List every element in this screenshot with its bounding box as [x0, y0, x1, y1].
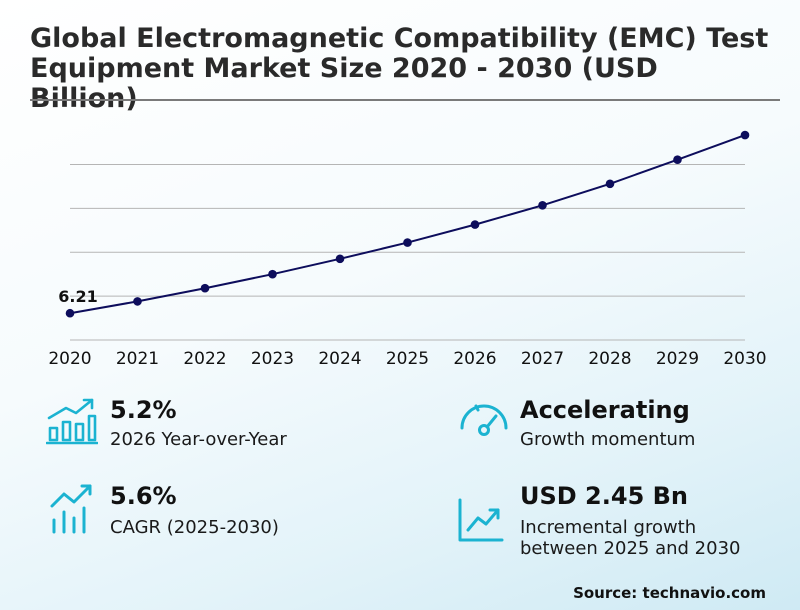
- title-divider: [30, 99, 780, 101]
- x-tick-label-2030: 2030: [723, 349, 766, 369]
- data-point-2030: [740, 130, 750, 140]
- stat-momentum-value: Accelerating: [520, 396, 690, 424]
- data-point-2020: [65, 308, 75, 318]
- data-point-2023: [268, 269, 277, 279]
- x-tick-label-2023: 2023: [251, 349, 294, 369]
- stat-yoy: 5.2% 2026 Year-over-Year: [46, 396, 366, 456]
- stat-yoy-label: 2026 Year-over-Year: [110, 429, 287, 450]
- data-point-2026: [470, 220, 480, 229]
- trend-chart-icon: [458, 498, 504, 542]
- stat-cagr: 5.6% CAGR (2025-2030): [46, 480, 366, 540]
- stat-cagr-value: 5.6%: [110, 482, 177, 510]
- data-point-2028: [605, 179, 615, 189]
- data-point-2024: [335, 254, 345, 264]
- stat-incremental-label-line2: between 2025 and 2030: [520, 538, 741, 559]
- x-tick-label-2024: 2024: [318, 349, 361, 369]
- data-point-2029: [673, 155, 682, 164]
- series-line-0: [69, 134, 746, 315]
- bar-growth-icon: [46, 398, 98, 445]
- line-chart: 2020 2021 2022 2023 2024 2025 2026 2027 2028 2029…: [48, 130, 767, 369]
- stat-incremental-value: USD 2.45 Bn: [520, 482, 688, 510]
- stat-yoy-value: 5.2%: [110, 396, 177, 424]
- speedometer-icon: [460, 404, 508, 436]
- x-tick-label-2028: 2028: [588, 349, 631, 369]
- x-tick-label-2029: 2029: [656, 349, 699, 369]
- trend-bars-icon: [50, 484, 92, 534]
- data-point-2022: [200, 283, 210, 293]
- stat-momentum: Accelerating Growth momentum: [456, 396, 776, 456]
- x-tick-label-2026: 2026: [453, 349, 496, 369]
- x-tick-label-2020: 2020: [48, 349, 91, 369]
- data-point-2021: [133, 297, 142, 306]
- stat-cagr-label: CAGR (2025-2030): [110, 517, 279, 538]
- data-label-2020: 6.21: [58, 287, 97, 306]
- x-tick-label-2027: 2027: [521, 349, 564, 369]
- data-point-2025: [403, 238, 412, 247]
- data-point-2027: [538, 200, 547, 210]
- stat-momentum-label: Growth momentum: [520, 429, 696, 450]
- source-credit: Source: technavio.com: [573, 584, 766, 602]
- stat-incremental-label-line1: Incremental growth: [520, 517, 697, 538]
- x-tick-label-2021: 2021: [116, 349, 159, 369]
- chart-title: Global Electromagnetic Compatibility (EM…: [30, 23, 769, 114]
- x-tick-label-2022: 2022: [183, 349, 226, 369]
- stat-incremental: USD 2.45 Bn Incremental growth between 2…: [456, 480, 786, 564]
- x-tick-label-2025: 2025: [386, 349, 429, 369]
